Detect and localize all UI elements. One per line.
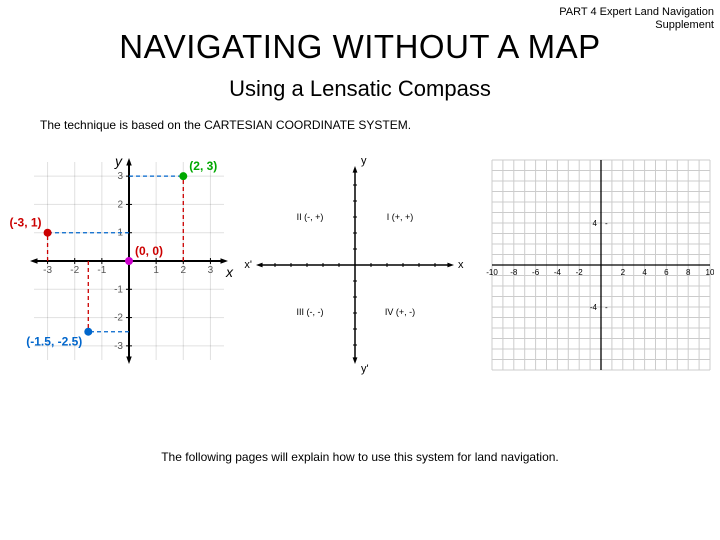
svg-text:y: y: [361, 155, 367, 167]
svg-text:3: 3: [117, 171, 123, 182]
svg-text:(0, 0): (0, 0): [135, 244, 163, 258]
svg-text:III (-, -): III (-, -): [297, 307, 324, 317]
svg-text:(-1.5, -2.5): (-1.5, -2.5): [26, 335, 82, 349]
diagram-1-cartesian-points: -3-2-1123-3-2-1123xy(2, 3)(-3, 1)(0, 0)(…: [6, 150, 236, 385]
svg-text:-2: -2: [70, 265, 79, 276]
svg-text:-8: -8: [510, 268, 518, 277]
svg-text:2: 2: [181, 265, 187, 276]
svg-text:-1: -1: [97, 265, 106, 276]
svg-text:y': y': [361, 363, 369, 375]
svg-text:4: 4: [593, 219, 598, 228]
svg-text:4: 4: [642, 268, 647, 277]
svg-text:-: -: [605, 303, 608, 312]
svg-text:-2: -2: [576, 268, 584, 277]
svg-text:1: 1: [153, 265, 159, 276]
svg-text:-4: -4: [590, 303, 598, 312]
svg-text:8: 8: [686, 268, 691, 277]
diagram-2-quadrants: x x' y y' I (+, +) II (-, +) III (-, -) IV (+, …: [240, 150, 470, 385]
svg-text:10: 10: [706, 268, 714, 277]
svg-text:-: -: [605, 219, 608, 228]
svg-text:x: x: [225, 264, 234, 280]
svg-text:-10: -10: [486, 268, 498, 277]
svg-text:2: 2: [621, 268, 626, 277]
svg-text:x': x': [244, 259, 252, 271]
svg-text:2: 2: [117, 199, 123, 210]
svg-text:-4: -4: [554, 268, 562, 277]
svg-text:I (+, +): I (+, +): [387, 212, 414, 222]
page-subtitle: Using a Lensatic Compass: [0, 76, 720, 102]
svg-text:-2: -2: [114, 313, 123, 324]
footer-caption: The following pages will explain how to …: [0, 450, 720, 464]
svg-text:-6: -6: [532, 268, 540, 277]
svg-text:(-3, 1): (-3, 1): [10, 216, 42, 230]
intro-caption: The technique is based on the CARTESIAN …: [40, 118, 411, 132]
svg-text:-3: -3: [43, 265, 52, 276]
svg-text:-3: -3: [114, 341, 123, 352]
svg-text:(2, 3): (2, 3): [189, 159, 217, 173]
svg-text:IV (+, -): IV (+, -): [385, 307, 415, 317]
page-title: NAVIGATING WITHOUT A MAP: [0, 28, 720, 66]
svg-text:x: x: [458, 259, 464, 271]
svg-text:II (-, +): II (-, +): [297, 212, 324, 222]
diagram-row: -3-2-1123-3-2-1123xy(2, 3)(-3, 1)(0, 0)(…: [0, 150, 720, 385]
header-line1: PART 4 Expert Land Navigation: [559, 6, 714, 19]
svg-text:y: y: [114, 153, 123, 169]
diagram-3-blank-grid: -10-8-6-4-2246810-4-4-: [474, 150, 714, 385]
svg-text:3: 3: [208, 265, 214, 276]
svg-text:-1: -1: [114, 284, 123, 295]
svg-text:6: 6: [664, 268, 669, 277]
